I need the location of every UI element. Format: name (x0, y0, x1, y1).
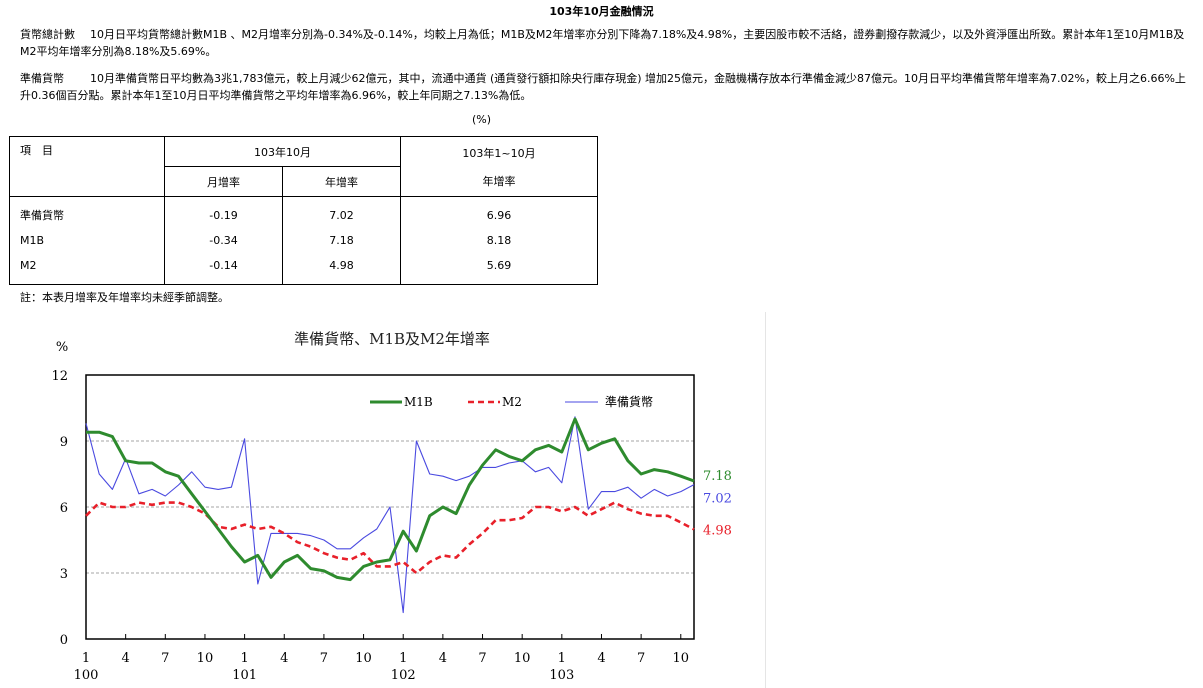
plot-frame (85, 374, 695, 640)
series-line-reserve-money (85, 416, 695, 614)
x-tick-label: 1 (399, 651, 407, 666)
cell-value: 7.02 (329, 209, 354, 222)
row-name: M1B (20, 234, 45, 247)
cell-value: 6.96 (486, 209, 512, 222)
cell-value: 5.69 (486, 259, 512, 272)
x-tick-label: 1 (82, 651, 90, 666)
y-tick-label: 6 (60, 501, 68, 516)
y-axis-label: % (56, 340, 68, 355)
header-cum-period: 103年1~10月 (462, 146, 536, 160)
x-tick-label: 4 (439, 651, 447, 666)
row-names: 準備貨幣 M1B M2 (9, 196, 165, 285)
paragraph-label: 準備貨幣 (20, 72, 64, 85)
paragraph-text: 10月日平均貨幣總計數M1B 、M2月增率分別為-0.34%及-0.14%，均較… (20, 28, 1185, 58)
series-line-m1b (86, 417, 695, 582)
series-line-m2 (85, 501, 695, 575)
x-year-label: 101 (232, 668, 257, 683)
legend-label: M1B (404, 395, 433, 409)
x-tick-label: 10 (197, 651, 214, 666)
table-unit: (%) (472, 113, 492, 126)
cell-value: 8.18 (486, 234, 512, 247)
y-tick-label: 0 (60, 633, 68, 648)
x-tick-label: 1 (558, 651, 566, 666)
cell-value: 4.98 (329, 259, 354, 272)
header-cum-yoy: 年增率 (482, 174, 516, 188)
x-tick-label: 4 (280, 651, 288, 666)
row-name: 準備貨幣 (20, 209, 64, 222)
x-tick-label: 10 (355, 651, 372, 666)
table-note: 註：本表月增率及年增率均未經季節調整。 (20, 291, 229, 304)
paragraph-reserve-money: 準備貨幣 10月準備貨幣日平均數為3兆1,783億元，較上月減少62億元，其中，流… (20, 70, 1190, 104)
cell-value: -0.34 (209, 234, 238, 247)
x-tick-label: 10 (514, 651, 531, 666)
cell-value: 7.18 (329, 234, 354, 247)
x-year-label: 103 (549, 668, 574, 683)
x-year-label: 102 (391, 668, 416, 683)
y-tick-label: 9 (60, 435, 68, 450)
y-tick-label: 3 (60, 567, 68, 582)
x-year-label: 100 (74, 668, 99, 683)
col-cum-values: 6.96 8.18 5.69 (400, 196, 598, 285)
x-tick-label: 7 (161, 651, 169, 666)
page-title: 103年10月金融情況 (549, 5, 654, 18)
x-tick-label: 1 (240, 651, 248, 666)
legend-label: M2 (502, 395, 522, 409)
row-name: M2 (20, 259, 37, 272)
y-tick-label: 12 (51, 369, 68, 384)
x-tick-label: 4 (597, 651, 605, 666)
header-mom: 月增率 (164, 166, 283, 197)
series-end-label: 7.02 (703, 492, 732, 507)
cell-value: -0.19 (209, 209, 238, 222)
series-end-label: 4.98 (703, 523, 732, 538)
x-tick-label: 7 (478, 651, 486, 666)
x-tick-label: 7 (320, 651, 328, 666)
x-tick-label: 7 (637, 651, 645, 666)
x-tick-label: 10 (673, 651, 690, 666)
paragraph-money-aggregates: 貨幣總計數 10月日平均貨幣總計數M1B 、M2月增率分別為-0.34%及-0.1… (20, 26, 1190, 60)
chart-title: 準備貨幣、M1B及M2年增率 (294, 330, 490, 348)
growth-table: 項 目 103年10月 103年1~10月 年增率 月增率 年增率 準備貨幣 M… (9, 136, 598, 285)
paragraph-text: 10月準備貨幣日平均數為3兆1,783億元，較上月減少62億元，其中，流通中通貨… (20, 72, 1186, 102)
col-yoy-values: 7.02 7.18 4.98 (282, 196, 401, 285)
header-yoy: 年增率 (282, 166, 401, 197)
col-mom-values: -0.19 -0.34 -0.14 (164, 196, 283, 285)
series-end-label: 7.18 (703, 469, 732, 484)
legend-label: 準備貨幣 (605, 394, 653, 409)
paragraph-label: 貨幣總計數 (20, 28, 75, 41)
x-tick-label: 4 (122, 651, 130, 666)
cell-value: -0.14 (209, 259, 238, 272)
divider (765, 312, 766, 688)
